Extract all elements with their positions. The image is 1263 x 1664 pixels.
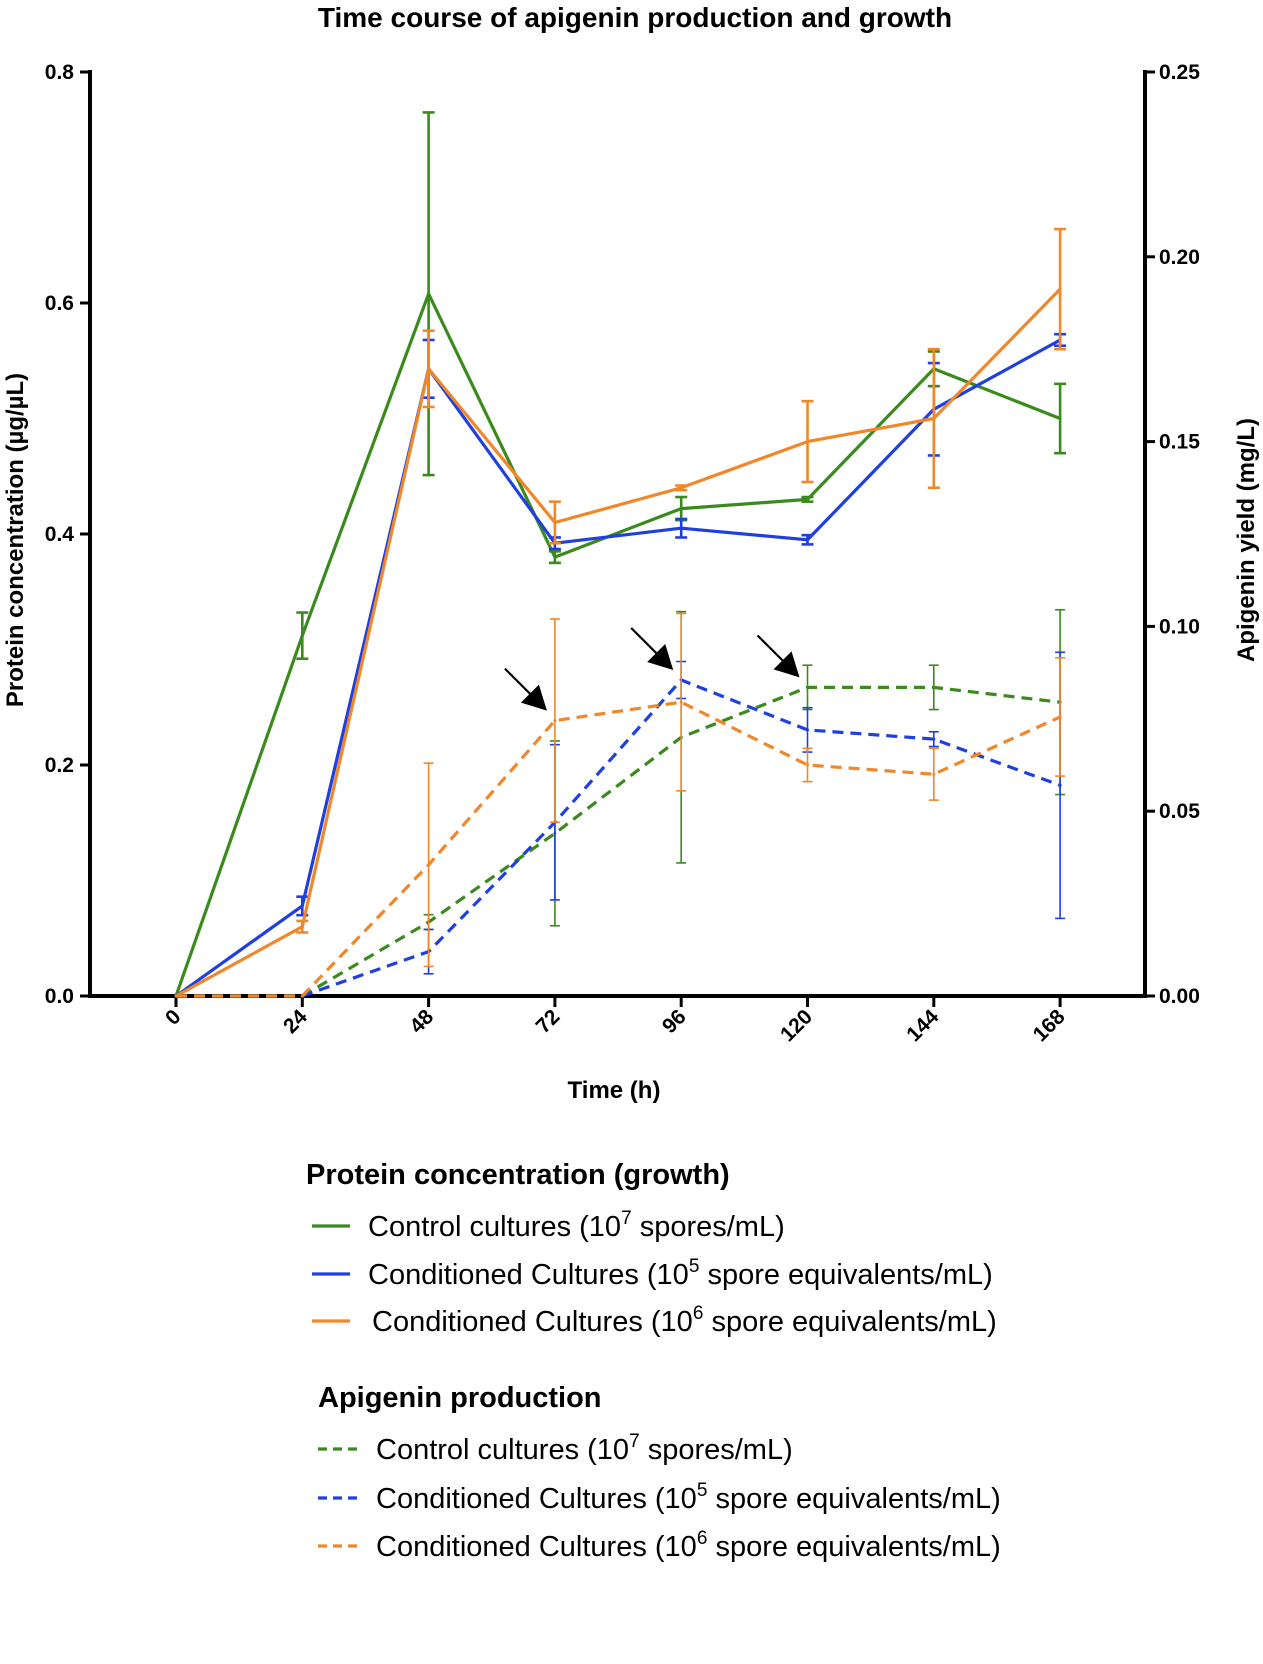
right-y-tick-label: 0.20 (1159, 246, 1200, 269)
right-y-tick-label: 0.05 (1159, 800, 1200, 823)
legend-label: Conditioned Cultures (106 spore equivale… (372, 1303, 997, 1338)
legend-group-protein: Protein concentration (growth) Control cu… (306, 1159, 997, 1338)
data-point (300, 994, 304, 998)
data-point (427, 367, 431, 371)
data-point (300, 904, 304, 908)
left-y-tick-label: 0.8 (45, 61, 75, 84)
series-line (176, 678, 1061, 998)
x-tick-label: 48 (405, 1005, 438, 1038)
data-point (679, 700, 683, 704)
series-line (175, 338, 1061, 998)
legend-item: Conditioned Cultures (106 spore equivale… (312, 1303, 997, 1338)
right-y-tick-label: 0.00 (1159, 985, 1200, 1008)
x-tick-label: 96 (658, 1005, 691, 1038)
series-line (176, 700, 1061, 998)
data-point (932, 737, 936, 741)
arrow-shaft (504, 667, 534, 698)
legend-label: Control cultures (107 spores/mL) (368, 1208, 785, 1243)
x-tick-label: 24 (279, 1005, 312, 1038)
data-point (300, 925, 304, 929)
data-point (806, 538, 809, 542)
data-point (806, 497, 809, 501)
x-tick-label: 144 (902, 1005, 943, 1046)
x-tick-label: 0 (161, 1005, 186, 1030)
legend-label: Conditioned Cultures (105 spore equivale… (368, 1256, 993, 1291)
left-y-tick-label: 0.6 (45, 292, 74, 315)
arrow-head (773, 651, 800, 678)
data-point (1058, 417, 1062, 420)
legend-item: Control cultures (107 spores/mL) (318, 1431, 793, 1466)
series-line (174, 292, 1061, 997)
chart-title: Time course of apigenin production and g… (318, 2, 952, 33)
data-point (1058, 287, 1062, 291)
x-tick-label: 168 (1029, 1005, 1070, 1046)
data-point (806, 763, 809, 767)
legend-label: Control cultures (107 spores/mL) (376, 1431, 793, 1466)
data-point (1058, 783, 1062, 787)
right-y-axis-label: Apigenin yield (mg/L) (1233, 418, 1260, 662)
legend-label: Conditioned Cultures (106 spore equivale… (376, 1528, 1001, 1563)
left-y-tick-label: 0.4 (45, 523, 75, 546)
data-point (806, 728, 809, 732)
arrow-shaft (630, 627, 660, 657)
data-point (1058, 715, 1062, 719)
legend-item: Conditioned Cultures (105 spore equivale… (312, 1256, 993, 1291)
data-point (806, 685, 809, 689)
data-point (300, 634, 304, 638)
data-point (553, 520, 557, 524)
peak-arrow (504, 667, 547, 711)
peak-arrow (630, 627, 674, 670)
data-point (679, 526, 683, 530)
peak-arrow (756, 634, 800, 678)
apigenin-series-3 (174, 612, 1066, 998)
apigenin-series-2 (174, 651, 1066, 998)
series-line (176, 685, 1061, 998)
arrow-head (520, 684, 547, 711)
legend-group-title: Protein concentration (growth) (306, 1159, 730, 1191)
data-point (553, 719, 557, 723)
data-point (932, 417, 936, 420)
apigenin-series-1 (174, 608, 1066, 998)
left-y-tick-label: 0.2 (45, 754, 74, 777)
data-point (427, 863, 431, 867)
x-tick-label: 72 (532, 1005, 565, 1038)
data-point (679, 507, 683, 511)
left-y-axis-label: Protein concentration (µg/µL) (2, 373, 29, 707)
right-y-tick-label: 0.10 (1159, 615, 1200, 638)
protein-series-3 (174, 227, 1067, 998)
data-point (553, 555, 557, 559)
right-y-tick-label: 0.25 (1159, 61, 1200, 84)
data-point (679, 486, 683, 490)
legend-item: Control cultures (107 spores/mL) (312, 1208, 785, 1243)
protein-series-1 (174, 111, 1067, 998)
left-y-tick-label: 0.0 (45, 985, 74, 1008)
x-tick-label: 120 (776, 1005, 817, 1046)
legend-item: Conditioned Cultures (105 spore equivale… (318, 1480, 1001, 1515)
series-line (175, 287, 1062, 998)
data-point (932, 685, 936, 689)
data-point (427, 292, 431, 296)
right-y-tick-label: 0.15 (1159, 431, 1200, 454)
arrow-shaft (756, 634, 787, 665)
data-point (932, 772, 936, 776)
legend-group-title: Apigenin production (318, 1382, 602, 1414)
legend-item: Conditioned Cultures (106 spore equivale… (318, 1528, 1001, 1563)
x-axis-label: Time (h) (568, 1077, 661, 1104)
legend-group-apigenin: Apigenin production Control cultures (107… (318, 1382, 1001, 1563)
arrow-head (647, 643, 674, 670)
data-point (806, 440, 809, 444)
legend-label: Conditioned Cultures (105 spore equivale… (376, 1480, 1001, 1515)
data-point (174, 994, 178, 998)
